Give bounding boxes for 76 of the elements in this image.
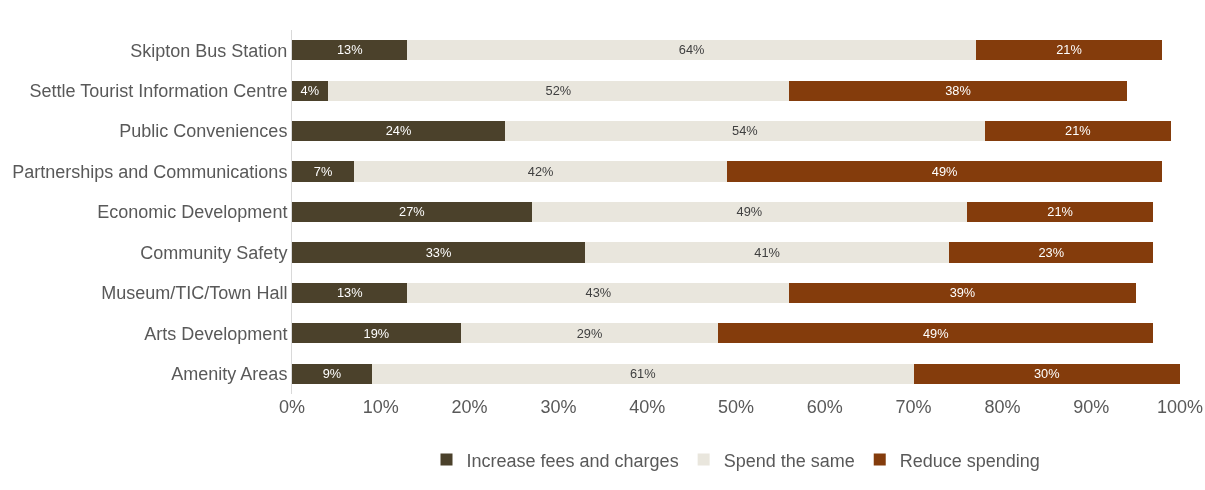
- data-label: 21%: [1047, 204, 1073, 220]
- data-label: 23%: [1038, 244, 1065, 260]
- x-tick-label: 20%: [451, 397, 488, 417]
- data-label: 27%: [399, 204, 425, 220]
- data-label: 43%: [585, 285, 612, 301]
- x-tick-label: 50%: [717, 397, 755, 417]
- data-label: 41%: [754, 244, 780, 260]
- x-tick-label: 30%: [540, 397, 577, 417]
- bar: [292, 242, 586, 263]
- bar: [407, 282, 790, 303]
- x-tick-label: 70%: [895, 397, 932, 417]
- bar: [292, 121, 506, 142]
- data-label: 13%: [336, 285, 363, 301]
- data-label: 9%: [322, 366, 342, 382]
- data-label: 49%: [923, 325, 949, 341]
- bar: [505, 121, 985, 142]
- data-label: 29%: [576, 325, 603, 341]
- bar: [292, 282, 408, 303]
- bar: [966, 201, 1154, 223]
- y-tick-label: Amenity Areas: [171, 364, 288, 385]
- y-tick-label: Museum/TIC/Town Hall: [101, 283, 288, 304]
- data-label: 13%: [336, 42, 363, 58]
- x-tick-label: 80%: [984, 397, 1021, 417]
- data-label: 38%: [945, 82, 971, 98]
- y-tick-label: Economic Development: [97, 202, 288, 223]
- data-label: 64%: [678, 42, 705, 58]
- bar: [460, 323, 719, 344]
- x-tick-label: 90%: [1073, 397, 1110, 417]
- bar: [292, 40, 408, 61]
- bar: [531, 201, 967, 223]
- bar: [984, 121, 1172, 142]
- bar: [371, 363, 914, 384]
- bar: [789, 282, 1136, 303]
- data-label: 24%: [385, 123, 412, 139]
- data-label: 21%: [1065, 123, 1091, 139]
- data-label: 19%: [363, 325, 390, 341]
- legend-label: Reduce spending: [899, 450, 1040, 471]
- bar: [718, 323, 1154, 344]
- y-tick-label: Partnerships and Communications: [12, 161, 288, 182]
- data-label: 7%: [313, 163, 333, 179]
- y-tick-label: Settle Tourist Information Centre: [29, 80, 288, 101]
- y-tick-label: Arts Development: [144, 323, 288, 344]
- y-tick-label: Skipton Bus Station: [130, 40, 288, 61]
- x-tick-label: 10%: [362, 397, 399, 417]
- x-tick-label: 60%: [806, 397, 843, 417]
- bar: [585, 242, 950, 263]
- y-tick-label: Community Safety: [140, 242, 288, 263]
- bar: [975, 40, 1163, 61]
- y-tick-label: Public Conveniences: [119, 121, 288, 142]
- bar: [407, 40, 976, 61]
- bar: [292, 161, 355, 182]
- data-label: 30%: [1034, 366, 1060, 382]
- data-label: 21%: [1056, 42, 1082, 58]
- bar: [913, 363, 1180, 384]
- data-label: 4%: [300, 82, 319, 98]
- bar: [292, 201, 532, 223]
- bar: [292, 363, 372, 384]
- bar: [949, 242, 1154, 263]
- data-label: 49%: [736, 204, 763, 220]
- data-label: 52%: [545, 82, 572, 98]
- data-label: 54%: [732, 123, 758, 139]
- data-label: 61%: [629, 366, 656, 382]
- legend-label: Spend the same: [723, 450, 855, 471]
- data-label: 39%: [949, 285, 976, 301]
- data-label: 33%: [425, 244, 452, 260]
- legend-label: Increase fees and charges: [466, 450, 679, 471]
- data-label: 49%: [931, 163, 958, 179]
- bar: [292, 323, 461, 344]
- x-tick-label: 40%: [629, 397, 666, 417]
- bar: [727, 161, 1163, 182]
- bar: [327, 80, 790, 101]
- x-tick-label: 0%: [278, 397, 306, 417]
- data-label: 42%: [527, 163, 554, 179]
- bar: [354, 161, 728, 182]
- bar: [789, 80, 1127, 101]
- x-tick-label: 100%: [1156, 397, 1204, 417]
